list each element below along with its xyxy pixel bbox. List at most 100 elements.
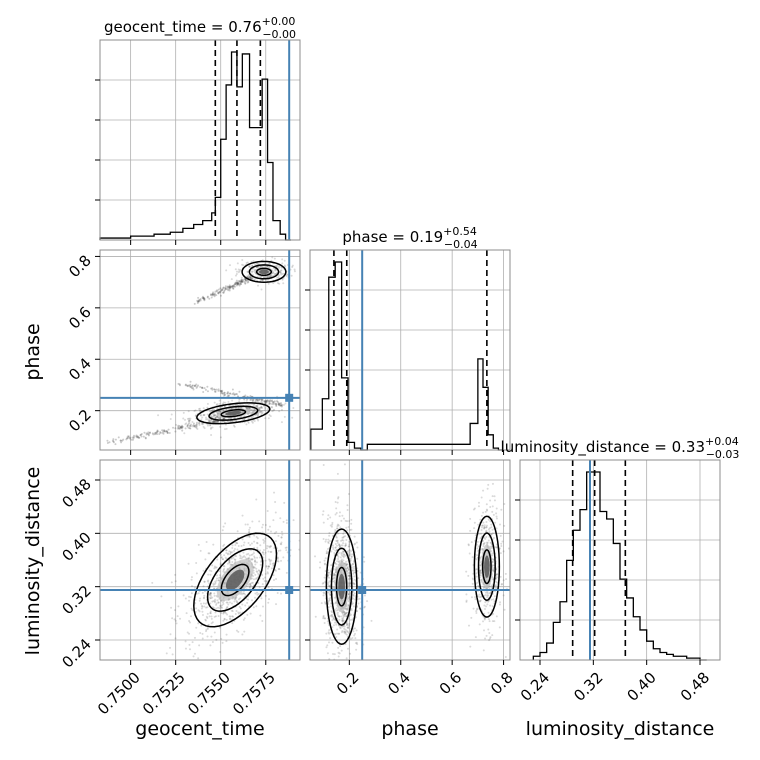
sample-point: [193, 384, 196, 387]
sample-point: [471, 556, 474, 559]
sample-point: [345, 629, 348, 632]
sample-point: [196, 428, 199, 431]
sample-point: [209, 592, 212, 595]
sample-point: [340, 558, 343, 561]
sample-point: [502, 594, 505, 597]
sample-point: [249, 549, 252, 552]
sample-point: [338, 626, 341, 629]
sample-point: [241, 593, 244, 596]
sample-point: [216, 574, 219, 577]
sample-point: [343, 463, 346, 466]
sample-point: [218, 291, 221, 294]
sample-point: [238, 398, 241, 401]
sample-point: [206, 585, 209, 588]
sample-point: [279, 549, 282, 552]
sample-point: [507, 547, 510, 550]
sample-point: [239, 555, 242, 558]
histogram-luminosity_distance: [532, 471, 707, 661]
sample-point: [283, 264, 286, 267]
sample-point: [234, 544, 237, 547]
title-geocent_time: geocent_time = 0.76+0.00 −0.00: [104, 15, 296, 41]
sample-point: [225, 640, 228, 643]
density-core: [484, 555, 490, 578]
sample-point: [227, 394, 230, 397]
sample-point: [252, 409, 255, 412]
sample-point: [326, 518, 329, 521]
sample-point: [209, 595, 212, 598]
sample-point: [487, 594, 490, 597]
sample-point: [236, 283, 239, 286]
sample-point: [146, 432, 149, 435]
sample-point: [217, 388, 220, 391]
sample-point: [264, 400, 267, 403]
sample-point: [205, 615, 208, 618]
sample-point: [334, 546, 337, 549]
sample-point: [261, 412, 264, 415]
sample-point: [202, 296, 205, 299]
sample-point: [253, 420, 256, 423]
contour-line: [330, 547, 353, 626]
sample-point: [323, 562, 326, 565]
sample-point: [214, 414, 217, 417]
sample-point: [324, 557, 327, 560]
sample-point: [220, 606, 223, 609]
sample-point: [229, 615, 232, 618]
sample-point: [482, 542, 485, 545]
sample-point: [222, 291, 225, 294]
sample-point: [493, 620, 496, 623]
sample-point: [347, 600, 350, 603]
sample-point: [255, 570, 258, 573]
sample-point: [251, 411, 254, 414]
sample-point: [280, 530, 283, 533]
sample-point: [331, 613, 334, 616]
sample-point: [325, 552, 328, 555]
sample-point: [219, 389, 222, 392]
sample-point: [275, 265, 278, 268]
sample-point: [230, 285, 233, 288]
sample-point: [196, 385, 199, 388]
sample-point: [240, 276, 243, 279]
sample-point: [234, 597, 237, 600]
sample-point: [278, 568, 281, 571]
sample-point: [177, 426, 180, 429]
density-core: [225, 410, 242, 416]
tick-label-phase: 0.4: [65, 354, 95, 384]
sample-point: [232, 285, 235, 288]
sample-point: [136, 435, 139, 438]
sample-point: [322, 615, 325, 618]
sample-point: [275, 265, 278, 268]
sample-point: [235, 629, 238, 632]
sample-point: [336, 611, 339, 614]
sample-point: [283, 415, 286, 418]
sample-point: [465, 593, 468, 596]
sample-point: [232, 392, 235, 395]
sample-point: [326, 548, 329, 551]
sample-point: [219, 563, 222, 566]
sample-point: [233, 548, 236, 551]
sample-point: [229, 285, 232, 288]
sample-point: [485, 634, 488, 637]
sample-point: [212, 543, 215, 546]
sample-point: [341, 629, 344, 632]
sample-point: [225, 601, 228, 604]
sample-point: [218, 410, 221, 413]
sample-point: [177, 424, 180, 427]
sample-point: [189, 427, 192, 430]
sample-point: [199, 413, 202, 416]
sample-point: [126, 437, 129, 440]
sample-point: [269, 275, 272, 278]
sample-point: [195, 607, 198, 610]
sample-point: [342, 615, 345, 618]
sample-point: [345, 607, 348, 610]
sample-point: [331, 626, 334, 629]
sample-point: [246, 270, 249, 273]
sample-point: [478, 600, 481, 603]
tick-label-luminosity_distance: 0.40: [624, 668, 660, 704]
sample-point: [346, 529, 349, 532]
sample-point: [178, 383, 181, 386]
sample-point: [250, 554, 253, 557]
sample-point: [338, 665, 340, 667]
sample-point: [222, 286, 225, 289]
sample-point: [148, 431, 151, 434]
sample-point: [189, 417, 192, 420]
